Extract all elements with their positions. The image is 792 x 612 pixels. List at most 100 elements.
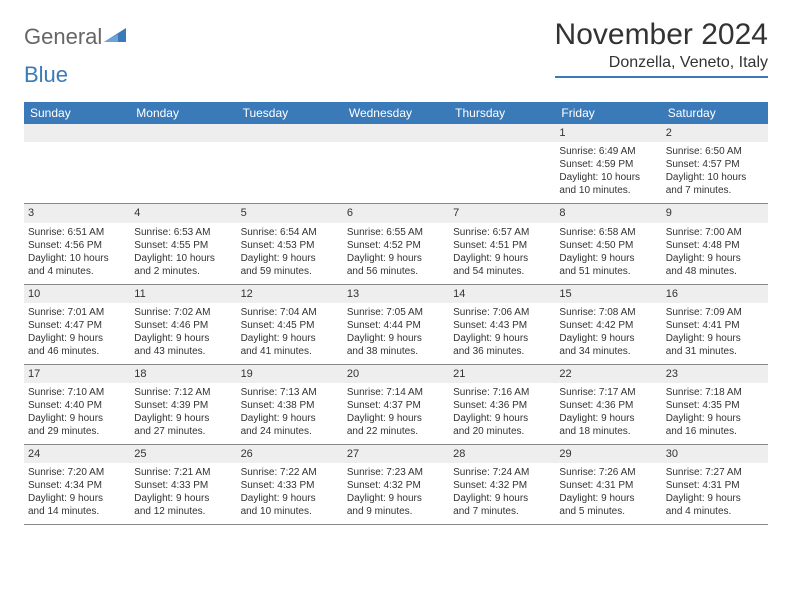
day-number: 8 xyxy=(555,204,661,222)
daylight2-text: and 14 minutes. xyxy=(28,505,126,518)
sunrise-text: Sunrise: 6:51 AM xyxy=(28,226,126,239)
daylight1-text: Daylight: 9 hours xyxy=(241,492,339,505)
sunset-text: Sunset: 4:57 PM xyxy=(666,158,764,171)
sunrise-text: Sunrise: 7:04 AM xyxy=(241,306,339,319)
sunset-text: Sunset: 4:33 PM xyxy=(241,479,339,492)
sunset-text: Sunset: 4:47 PM xyxy=(28,319,126,332)
day-number: 15 xyxy=(555,285,661,303)
daylight2-text: and 10 minutes. xyxy=(241,505,339,518)
week-row: 17Sunrise: 7:10 AMSunset: 4:40 PMDayligh… xyxy=(24,365,768,445)
daylight1-text: Daylight: 9 hours xyxy=(347,332,445,345)
day-number: 23 xyxy=(662,365,768,383)
sunset-text: Sunset: 4:31 PM xyxy=(666,479,764,492)
day-header-wednesday: Wednesday xyxy=(343,102,449,124)
daylight1-text: Daylight: 9 hours xyxy=(347,412,445,425)
day-number: 12 xyxy=(237,285,343,303)
day-cell: 16Sunrise: 7:09 AMSunset: 4:41 PMDayligh… xyxy=(662,285,768,364)
day-cell: 18Sunrise: 7:12 AMSunset: 4:39 PMDayligh… xyxy=(130,365,236,444)
daylight1-text: Daylight: 9 hours xyxy=(453,252,551,265)
day-cell: 17Sunrise: 7:10 AMSunset: 4:40 PMDayligh… xyxy=(24,365,130,444)
daylight2-text: and 46 minutes. xyxy=(28,345,126,358)
sunset-text: Sunset: 4:42 PM xyxy=(559,319,657,332)
daylight1-text: Daylight: 9 hours xyxy=(28,492,126,505)
daylight2-text: and 34 minutes. xyxy=(559,345,657,358)
sunrise-text: Sunrise: 7:20 AM xyxy=(28,466,126,479)
day-cell: 22 Sunrise: 7:17 AMSunset: 4:36 PMDayligh… xyxy=(555,365,661,444)
day-number: 3 xyxy=(24,204,130,222)
sunrise-text: Sunrise: 7:26 AM xyxy=(559,466,657,479)
sunset-text: Sunset: 4:53 PM xyxy=(241,239,339,252)
daylight2-text: and 9 minutes. xyxy=(347,505,445,518)
sunrise-text: Sunrise: 7:17 AM xyxy=(559,386,657,399)
sunset-text: Sunset: 4:37 PM xyxy=(347,399,445,412)
daylight1-text: Daylight: 9 hours xyxy=(241,252,339,265)
sunset-text: Sunset: 4:36 PM xyxy=(559,399,657,412)
day-number: 4 xyxy=(130,204,236,222)
sunset-text: Sunset: 4:34 PM xyxy=(28,479,126,492)
day-number: 21 xyxy=(449,365,555,383)
sunset-text: Sunset: 4:48 PM xyxy=(666,239,764,252)
week-row: 10Sunrise: 7:01 AMSunset: 4:47 PMDayligh… xyxy=(24,285,768,365)
daylight1-text: Daylight: 9 hours xyxy=(453,492,551,505)
daylight2-text: and 2 minutes. xyxy=(134,265,232,278)
sunrise-text: Sunrise: 6:50 AM xyxy=(666,145,764,158)
empty-day-strip xyxy=(24,124,130,142)
day-header-thursday: Thursday xyxy=(449,102,555,124)
day-header-monday: Monday xyxy=(130,102,236,124)
daylight2-text: and 29 minutes. xyxy=(28,425,126,438)
day-number: 30 xyxy=(662,445,768,463)
day-number: 9 xyxy=(662,204,768,222)
logo-triangle-icon xyxy=(104,28,126,44)
empty-cell xyxy=(237,124,343,203)
daylight2-text: and 18 minutes. xyxy=(559,425,657,438)
daylight2-text: and 5 minutes. xyxy=(559,505,657,518)
daylight1-text: Daylight: 9 hours xyxy=(666,492,764,505)
day-header-row: SundayMondayTuesdayWednesdayThursdayFrid… xyxy=(24,102,768,124)
sunrise-text: Sunrise: 6:57 AM xyxy=(453,226,551,239)
sunset-text: Sunset: 4:40 PM xyxy=(28,399,126,412)
daylight2-text: and 38 minutes. xyxy=(347,345,445,358)
daylight1-text: Daylight: 9 hours xyxy=(241,332,339,345)
day-cell: 25Sunrise: 7:21 AMSunset: 4:33 PMDayligh… xyxy=(130,445,236,524)
day-cell: 12Sunrise: 7:04 AMSunset: 4:45 PMDayligh… xyxy=(237,285,343,364)
sunrise-text: Sunrise: 7:01 AM xyxy=(28,306,126,319)
sunrise-text: Sunrise: 7:16 AM xyxy=(453,386,551,399)
day-number: 5 xyxy=(237,204,343,222)
sunset-text: Sunset: 4:32 PM xyxy=(453,479,551,492)
daylight1-text: Daylight: 10 hours xyxy=(666,171,764,184)
sunrise-text: Sunrise: 7:06 AM xyxy=(453,306,551,319)
sunset-text: Sunset: 4:32 PM xyxy=(347,479,445,492)
day-cell: 11Sunrise: 7:02 AMSunset: 4:46 PMDayligh… xyxy=(130,285,236,364)
calendar: SundayMondayTuesdayWednesdayThursdayFrid… xyxy=(24,102,768,525)
daylight2-text: and 56 minutes. xyxy=(347,265,445,278)
sunrise-text: Sunrise: 7:21 AM xyxy=(134,466,232,479)
daylight1-text: Daylight: 9 hours xyxy=(453,332,551,345)
sunrise-text: Sunrise: 7:23 AM xyxy=(347,466,445,479)
sunrise-text: Sunrise: 7:05 AM xyxy=(347,306,445,319)
empty-day-strip xyxy=(130,124,236,142)
sunrise-text: Sunrise: 6:55 AM xyxy=(347,226,445,239)
sunrise-text: Sunrise: 7:02 AM xyxy=(134,306,232,319)
daylight2-text: and 16 minutes. xyxy=(666,425,764,438)
day-number: 26 xyxy=(237,445,343,463)
empty-day-strip xyxy=(343,124,449,142)
day-cell: 6Sunrise: 6:55 AMSunset: 4:52 PMDaylight… xyxy=(343,204,449,283)
daylight2-text: and 54 minutes. xyxy=(453,265,551,278)
day-header-sunday: Sunday xyxy=(24,102,130,124)
day-cell: 15Sunrise: 7:08 AMSunset: 4:42 PMDayligh… xyxy=(555,285,661,364)
daylight1-text: Daylight: 9 hours xyxy=(559,412,657,425)
daylight2-text: and 27 minutes. xyxy=(134,425,232,438)
sunrise-text: Sunrise: 7:09 AM xyxy=(666,306,764,319)
sunset-text: Sunset: 4:50 PM xyxy=(559,239,657,252)
daylight1-text: Daylight: 9 hours xyxy=(241,412,339,425)
daylight2-text: and 36 minutes. xyxy=(453,345,551,358)
day-cell: 9Sunrise: 7:00 AMSunset: 4:48 PMDaylight… xyxy=(662,204,768,283)
sunrise-text: Sunrise: 7:22 AM xyxy=(241,466,339,479)
day-number: 22 xyxy=(555,365,661,383)
daylight1-text: Daylight: 9 hours xyxy=(453,412,551,425)
day-cell: 10Sunrise: 7:01 AMSunset: 4:47 PMDayligh… xyxy=(24,285,130,364)
sunrise-text: Sunrise: 7:08 AM xyxy=(559,306,657,319)
daylight1-text: Daylight: 9 hours xyxy=(28,332,126,345)
day-cell: 13Sunrise: 7:05 AMSunset: 4:44 PMDayligh… xyxy=(343,285,449,364)
daylight2-text: and 20 minutes. xyxy=(453,425,551,438)
